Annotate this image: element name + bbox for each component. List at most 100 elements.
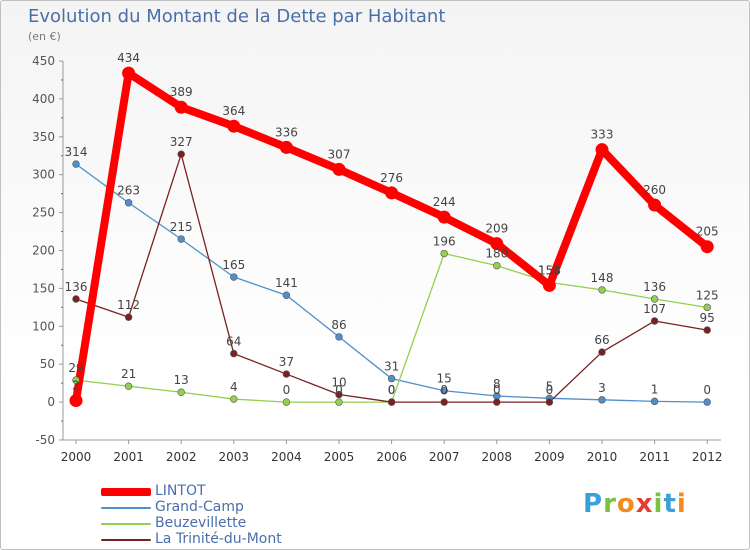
data-label: 66: [594, 333, 609, 347]
legend-label: Beuzevillette: [155, 515, 247, 531]
y-tick-label: 450: [32, 54, 55, 68]
data-label: 158: [538, 263, 561, 277]
data-point: [335, 398, 343, 406]
data-point: [598, 396, 606, 404]
data-point: [490, 237, 504, 251]
data-point: [440, 387, 448, 395]
data-label: 136: [65, 280, 88, 294]
data-point: [282, 370, 291, 378]
legend-item: Grand-Camp: [101, 499, 301, 516]
data-point: [650, 397, 659, 406]
y-tick-label: 350: [32, 130, 55, 144]
data-point: [598, 286, 606, 294]
legend-swatch: [101, 507, 151, 509]
data-point: [700, 240, 714, 254]
data-point: [177, 150, 185, 158]
x-tick-label: 2009: [534, 450, 565, 464]
data-point: [177, 388, 185, 396]
x-tick-label: 2007: [429, 450, 460, 464]
logo-letter: i: [676, 489, 687, 519]
data-point: [230, 273, 238, 281]
data-label: 1: [651, 382, 659, 396]
logo-letter: i: [653, 489, 664, 519]
data-label: 2: [72, 379, 80, 393]
data-point: [703, 326, 711, 334]
data-point: [650, 317, 659, 325]
data-point: [177, 235, 185, 243]
y-tick-label: 300: [32, 168, 55, 182]
data-label: 244: [433, 195, 456, 209]
data-label: 434: [117, 51, 140, 65]
y-tick-label: 400: [32, 92, 55, 106]
data-point: [437, 210, 451, 224]
data-point: [493, 398, 501, 406]
data-label: 327: [170, 135, 193, 149]
data-point: [124, 313, 133, 321]
data-label: 0: [388, 383, 396, 397]
x-tick-label: 2000: [61, 450, 92, 464]
x-tick-label: 2010: [587, 450, 618, 464]
data-label: 260: [643, 183, 666, 197]
x-tick-label: 2005: [324, 450, 355, 464]
data-point: [598, 348, 606, 356]
data-point: [282, 398, 291, 406]
data-point: [279, 140, 293, 154]
data-label: 10: [331, 376, 346, 390]
legend-label: La Trinité-du-Mont: [155, 531, 282, 547]
x-tick-label: 2006: [376, 450, 407, 464]
data-label: 21: [121, 367, 136, 381]
data-point: [174, 100, 188, 114]
data-label: 3: [598, 381, 606, 395]
data-label: 5: [546, 379, 554, 393]
legend-item: Beuzevillette: [101, 515, 301, 532]
chart-title: Evolution du Montant de la Dette par Hab…: [28, 6, 446, 27]
data-label: 0: [493, 383, 501, 397]
data-label: 205: [696, 225, 719, 239]
data-point: [385, 186, 399, 200]
data-label: 64: [226, 335, 241, 349]
data-label: 307: [328, 147, 351, 161]
x-tick-label: 2002: [166, 450, 197, 464]
legend-label: Grand-Camp: [155, 499, 244, 515]
data-label: 0: [703, 383, 711, 397]
data-point: [335, 333, 343, 341]
data-label: 37: [279, 355, 294, 369]
data-point: [69, 394, 83, 408]
logo-letter: r: [603, 489, 617, 519]
data-label: 336: [275, 125, 298, 139]
data-label: 165: [222, 258, 245, 272]
data-label: 196: [433, 235, 456, 249]
data-label: 125: [696, 288, 719, 302]
data-point: [650, 295, 659, 303]
x-tick-label: 2001: [113, 450, 144, 464]
data-point: [703, 303, 711, 312]
data-label: 0: [388, 383, 396, 397]
data-point: [703, 398, 711, 406]
data-label: 0: [335, 383, 343, 397]
data-point: [230, 349, 238, 358]
legend-swatch: [101, 539, 151, 541]
data-point: [282, 291, 291, 299]
logo-letter: t: [663, 489, 677, 519]
data-point: [387, 398, 396, 406]
data-label: 86: [331, 318, 346, 332]
data-label: 0: [546, 383, 554, 397]
data-label: 95: [700, 311, 715, 325]
data-label: 15: [437, 372, 452, 386]
data-label: 276: [380, 171, 403, 185]
data-label: 314: [65, 145, 88, 159]
data-label: 154: [538, 263, 561, 277]
y-tick-label: 50: [40, 357, 55, 371]
data-point: [335, 390, 343, 399]
data-point: [72, 376, 80, 384]
proxiti-logo: Proxiti: [583, 489, 687, 519]
data-label: 141: [275, 276, 298, 290]
data-label: 215: [170, 220, 193, 234]
data-label: 389: [170, 85, 193, 99]
legend-swatch: [101, 488, 151, 496]
data-label: 263: [117, 184, 140, 198]
data-label: 112: [117, 298, 140, 312]
data-label: 8: [493, 377, 501, 391]
